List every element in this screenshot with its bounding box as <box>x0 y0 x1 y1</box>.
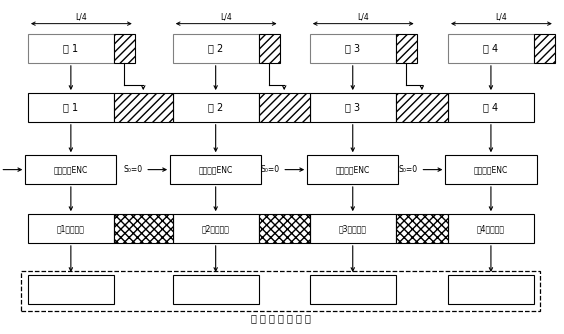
Bar <box>173 93 258 122</box>
Text: S₀=0: S₀=0 <box>261 165 280 174</box>
Text: 块2编码结果: 块2编码结果 <box>202 224 230 233</box>
Bar <box>28 275 114 304</box>
Bar <box>307 155 398 184</box>
Bar <box>114 214 173 243</box>
Text: 块 3: 块 3 <box>345 43 360 53</box>
Text: 块 2: 块 2 <box>208 43 223 53</box>
Bar <box>28 34 114 63</box>
Text: L/4: L/4 <box>76 13 87 22</box>
Bar <box>258 93 310 122</box>
Text: 串行前馈ENC: 串行前馈ENC <box>54 165 88 174</box>
Text: L/4: L/4 <box>221 13 232 22</box>
Text: 块 1: 块 1 <box>63 103 78 113</box>
Text: 块3编码结果: 块3编码结果 <box>339 224 367 233</box>
Text: L/4: L/4 <box>496 13 507 22</box>
Bar <box>395 34 417 63</box>
Bar <box>258 34 280 63</box>
Text: S₀=0: S₀=0 <box>399 165 418 174</box>
Text: 块 1: 块 1 <box>63 43 78 53</box>
Text: 块 3: 块 3 <box>345 103 360 113</box>
Text: 串行前馈ENC: 串行前馈ENC <box>336 165 370 174</box>
Text: 块 4: 块 4 <box>483 103 499 113</box>
Bar <box>173 214 258 243</box>
Bar <box>28 93 114 122</box>
Bar <box>173 34 258 63</box>
Bar <box>310 34 395 63</box>
Text: 串行前馈ENC: 串行前馈ENC <box>474 165 508 174</box>
Text: 块 4: 块 4 <box>483 43 499 53</box>
Text: L/4: L/4 <box>358 13 369 22</box>
Bar <box>310 93 395 122</box>
Bar <box>395 93 448 122</box>
Bar <box>534 34 555 63</box>
Bar <box>395 214 448 243</box>
Bar <box>448 34 534 63</box>
Text: 串行前馈ENC: 串行前馈ENC <box>199 165 233 174</box>
Text: 块1编码结果: 块1编码结果 <box>57 224 85 233</box>
Text: 编 码 后 比 特 序 列: 编 码 后 比 特 序 列 <box>251 314 311 324</box>
Bar <box>25 155 116 184</box>
Bar <box>448 275 534 304</box>
Bar <box>28 214 114 243</box>
Bar <box>448 93 534 122</box>
Text: 块4编码结果: 块4编码结果 <box>477 224 505 233</box>
Bar <box>21 271 540 311</box>
Bar <box>170 155 261 184</box>
Text: 块 2: 块 2 <box>208 103 223 113</box>
Bar <box>114 93 173 122</box>
Bar <box>448 214 534 243</box>
Bar <box>114 34 135 63</box>
Bar <box>310 275 395 304</box>
Bar <box>310 214 395 243</box>
Bar <box>446 155 536 184</box>
Text: S₀=0: S₀=0 <box>124 165 143 174</box>
Bar <box>173 275 258 304</box>
Bar <box>258 214 310 243</box>
